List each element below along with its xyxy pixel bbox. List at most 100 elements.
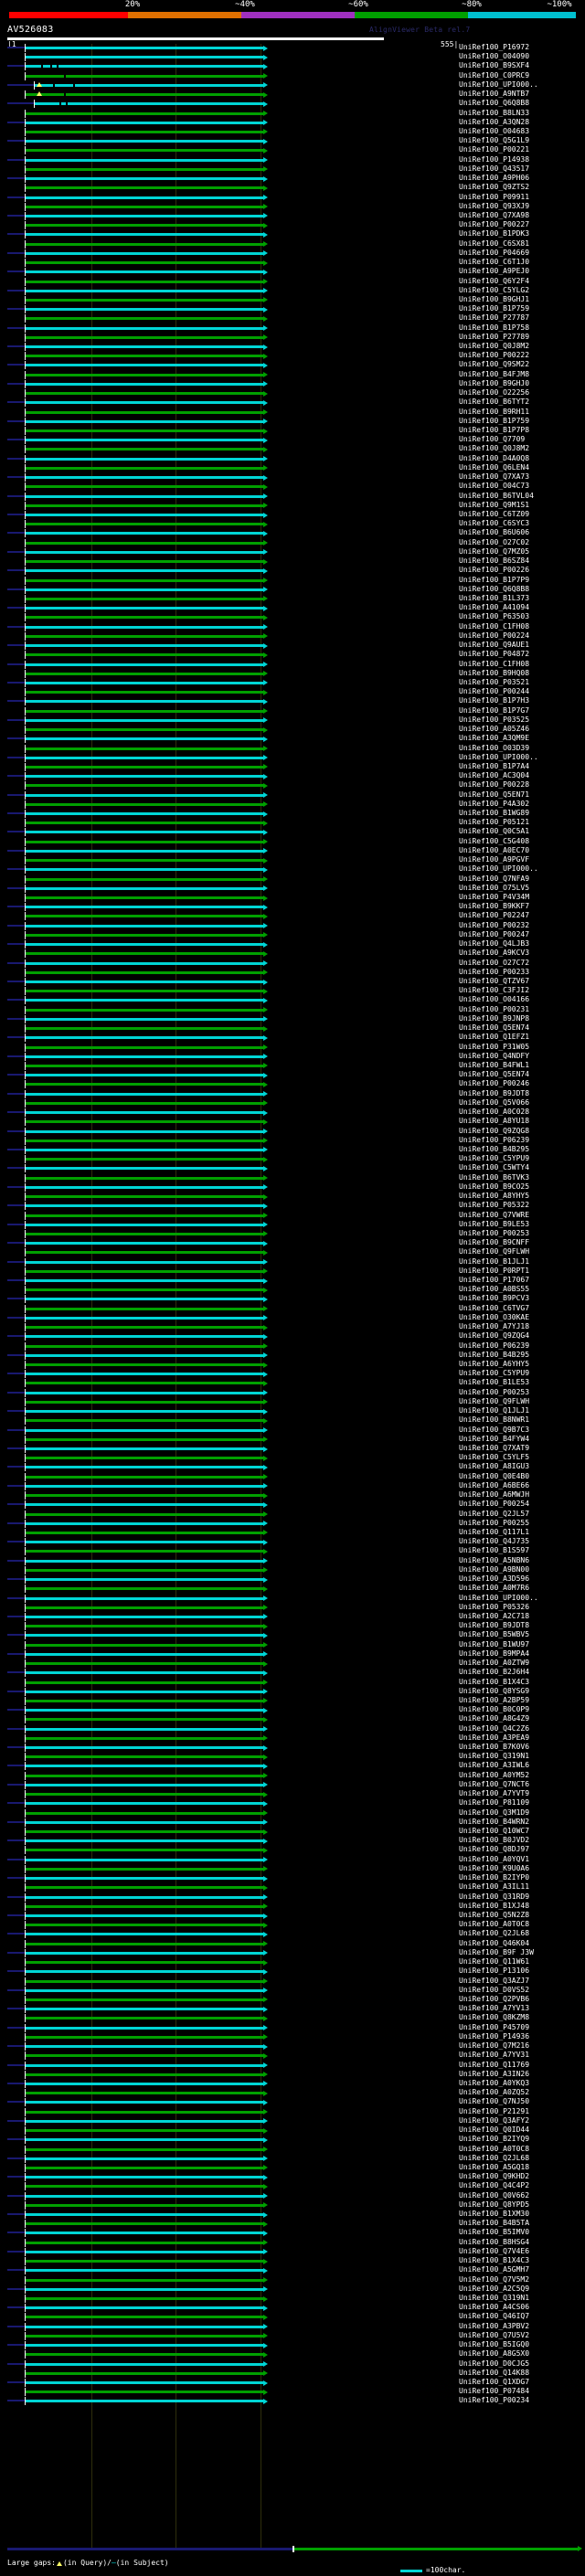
hit-alignment-bar[interactable]	[26, 1839, 263, 1843]
hit-accession-label[interactable]: UniRef100_C1FH08	[459, 659, 530, 668]
hit-alignment-bar[interactable]	[26, 1279, 263, 1283]
hit-accession-label[interactable]: UniRef100_B1X4C3	[459, 1677, 530, 1686]
hit-accession-label[interactable]: UniRef100_B6TYT2	[459, 398, 530, 407]
hit-alignment-bar[interactable]	[26, 280, 263, 283]
hit-row[interactable]: UniRef100_B5WBV5	[0, 1630, 585, 1640]
hit-accession-label[interactable]: UniRef100_Q7M216	[459, 2041, 530, 2051]
hit-row[interactable]: UniRef100_Q10WC7	[0, 1827, 585, 1837]
hit-alignment-bar[interactable]	[26, 1736, 263, 1740]
hit-accession-label[interactable]: UniRef100_B6U606	[459, 528, 530, 537]
hit-row[interactable]: UniRef100_Q2JL57	[0, 1510, 585, 1520]
hit-accession-label[interactable]: UniRef100_P00247	[459, 929, 530, 938]
hit-accession-label[interactable]: UniRef100_Q6Q8B8	[459, 99, 530, 108]
hit-row[interactable]: UniRef100_Q7M216	[0, 2041, 585, 2051]
hit-row[interactable]: UniRef100_Q7VWRE	[0, 1211, 585, 1221]
hit-alignment-bar[interactable]	[26, 709, 263, 713]
hit-row[interactable]: UniRef100_B1X4C3	[0, 1677, 585, 1688]
hit-accession-label[interactable]: UniRef100_B1LE53	[459, 1378, 530, 1387]
hit-row[interactable]: UniRef100_B9SXF4	[0, 61, 585, 71]
hit-accession-label[interactable]: UniRef100_Q7U5V2	[459, 2330, 530, 2339]
hit-accession-label[interactable]: UniRef100_AC3Q04	[459, 771, 530, 780]
hit-row[interactable]: UniRef100_Q7XA98	[0, 211, 585, 221]
hit-row[interactable]: UniRef100_P00226	[0, 566, 585, 576]
hit-row[interactable]: UniRef100_B4FWL1	[0, 1061, 585, 1071]
hit-alignment-bar[interactable]	[26, 1578, 263, 1582]
hit-row[interactable]: UniRef100_B9JDT8	[0, 1621, 585, 1631]
hit-alignment-bar[interactable]	[26, 196, 263, 199]
hit-alignment-bar[interactable]	[26, 364, 263, 367]
hit-row[interactable]: UniRef100_B1P7A4	[0, 762, 585, 772]
hit-row[interactable]: UniRef100_Q0ID44	[0, 2125, 585, 2136]
hit-accession-label[interactable]: UniRef100_Q319N1	[459, 1752, 530, 1761]
hit-alignment-bar[interactable]	[26, 345, 263, 349]
hit-alignment-bar[interactable]	[26, 2222, 263, 2226]
hit-accession-label[interactable]: UniRef100_Q46IQ7	[459, 2312, 530, 2321]
hit-row[interactable]: UniRef100_P00227	[0, 220, 585, 230]
hit-alignment-bar[interactable]	[26, 634, 263, 638]
hit-row[interactable]: UniRef100_P00221	[0, 145, 585, 155]
hit-accession-label[interactable]: UniRef100_P14936	[459, 2031, 530, 2041]
hit-row[interactable]: UniRef100_C5YLF5	[0, 1453, 585, 1463]
hit-row[interactable]: UniRef100_B9CNFF	[0, 1238, 585, 1248]
hit-alignment-bar[interactable]	[26, 1531, 263, 1534]
hit-accession-label[interactable]: UniRef100_A05Z46	[459, 725, 530, 734]
hit-alignment-bar[interactable]	[26, 448, 263, 451]
hit-accession-label[interactable]: UniRef100_C6SYC3	[459, 519, 530, 528]
hit-alignment-bar[interactable]	[26, 1998, 263, 2001]
hit-accession-label[interactable]: UniRef100_A7YV31	[459, 2051, 530, 2060]
hit-row[interactable]: UniRef100_Q319N1	[0, 1752, 585, 1762]
hit-alignment-bar[interactable]	[26, 990, 263, 993]
hit-alignment-bar[interactable]	[26, 2390, 263, 2394]
hit-alignment-bar[interactable]	[26, 2110, 263, 2114]
hit-alignment-bar[interactable]	[26, 840, 263, 843]
hit-accession-label[interactable]: UniRef100_Q9FLWH	[459, 1247, 530, 1256]
hit-alignment-bar[interactable]	[26, 1690, 263, 1693]
hit-accession-label[interactable]: UniRef100_A0M7R6	[459, 1584, 530, 1593]
hit-row[interactable]: UniRef100_Q5EN71	[0, 790, 585, 800]
hit-row[interactable]: UniRef100_Q2PVB6	[0, 1995, 585, 2005]
hit-accession-label[interactable]: UniRef100_Q9SM22	[459, 360, 530, 369]
hit-row[interactable]: UniRef100_A2C5Q9	[0, 2284, 585, 2295]
hit-accession-label[interactable]: UniRef100_B5IGQ0	[459, 2340, 530, 2349]
hit-accession-label[interactable]: UniRef100_Q7V5M2	[459, 2274, 530, 2284]
hit-row[interactable]: UniRef100_O27C02	[0, 538, 585, 548]
hit-alignment-bar[interactable]	[26, 663, 263, 666]
hit-alignment-bar[interactable]	[26, 1335, 263, 1339]
hit-accession-label[interactable]: UniRef100_Q0J8M2	[459, 444, 530, 453]
hit-row[interactable]: UniRef100_A9NTB7	[0, 90, 585, 100]
hit-alignment-bar[interactable]	[26, 93, 263, 97]
hit-alignment-bar[interactable]	[26, 205, 263, 208]
hit-row[interactable]: UniRef100_B1XM30	[0, 2210, 585, 2220]
hit-accession-label[interactable]: UniRef100_P05322	[459, 1201, 530, 1210]
hit-alignment-bar[interactable]	[26, 214, 263, 217]
hit-alignment-bar[interactable]	[26, 2147, 263, 2151]
hit-alignment-bar[interactable]	[26, 158, 263, 162]
hit-accession-label[interactable]: UniRef100_B2IYQ9	[459, 2135, 530, 2144]
hit-alignment-bar[interactable]	[26, 233, 263, 237]
hit-row[interactable]: UniRef100_P31W05	[0, 1043, 585, 1053]
hit-alignment-bar[interactable]	[26, 952, 263, 956]
hit-row[interactable]: UniRef100_P00232	[0, 921, 585, 931]
hit-alignment-bar[interactable]	[26, 2194, 263, 2198]
hit-alignment-bar[interactable]	[26, 588, 263, 591]
hit-accession-label[interactable]: UniRef100_P00244	[459, 687, 530, 696]
hit-alignment-bar[interactable]	[26, 822, 263, 825]
hit-row[interactable]: UniRef100_P00244	[0, 687, 585, 697]
hit-accession-label[interactable]: UniRef100_B6TVK3	[459, 1172, 530, 1182]
hit-row[interactable]: UniRef100_Q2JL68	[0, 1929, 585, 1939]
hit-accession-label[interactable]: UniRef100_A9PH06	[459, 174, 530, 183]
hit-alignment-bar[interactable]	[26, 308, 263, 312]
hit-alignment-bar[interactable]	[26, 1437, 263, 1441]
hit-accession-label[interactable]: UniRef100_B9CNFF	[459, 1238, 530, 1247]
hit-alignment-bar[interactable]	[35, 83, 263, 87]
hit-row[interactable]: UniRef100_C6TVG7	[0, 1304, 585, 1314]
hit-accession-label[interactable]: UniRef100_P00226	[459, 566, 530, 575]
hit-accession-label[interactable]: UniRef100_A3PBV2	[459, 2321, 530, 2330]
hit-row[interactable]: UniRef100_O22256	[0, 388, 585, 398]
hit-row[interactable]: UniRef100_A8IGU3	[0, 1462, 585, 1472]
hit-row[interactable]: UniRef100_B2J6H4	[0, 1668, 585, 1678]
hit-row[interactable]: UniRef100_B1PDK3	[0, 229, 585, 239]
hit-accession-label[interactable]: UniRef100_Q8DJ97	[459, 1845, 530, 1854]
hit-accession-label[interactable]: UniRef100_A9PGVF	[459, 855, 530, 864]
hit-accession-label[interactable]: UniRef100_C6T1J0	[459, 258, 530, 267]
